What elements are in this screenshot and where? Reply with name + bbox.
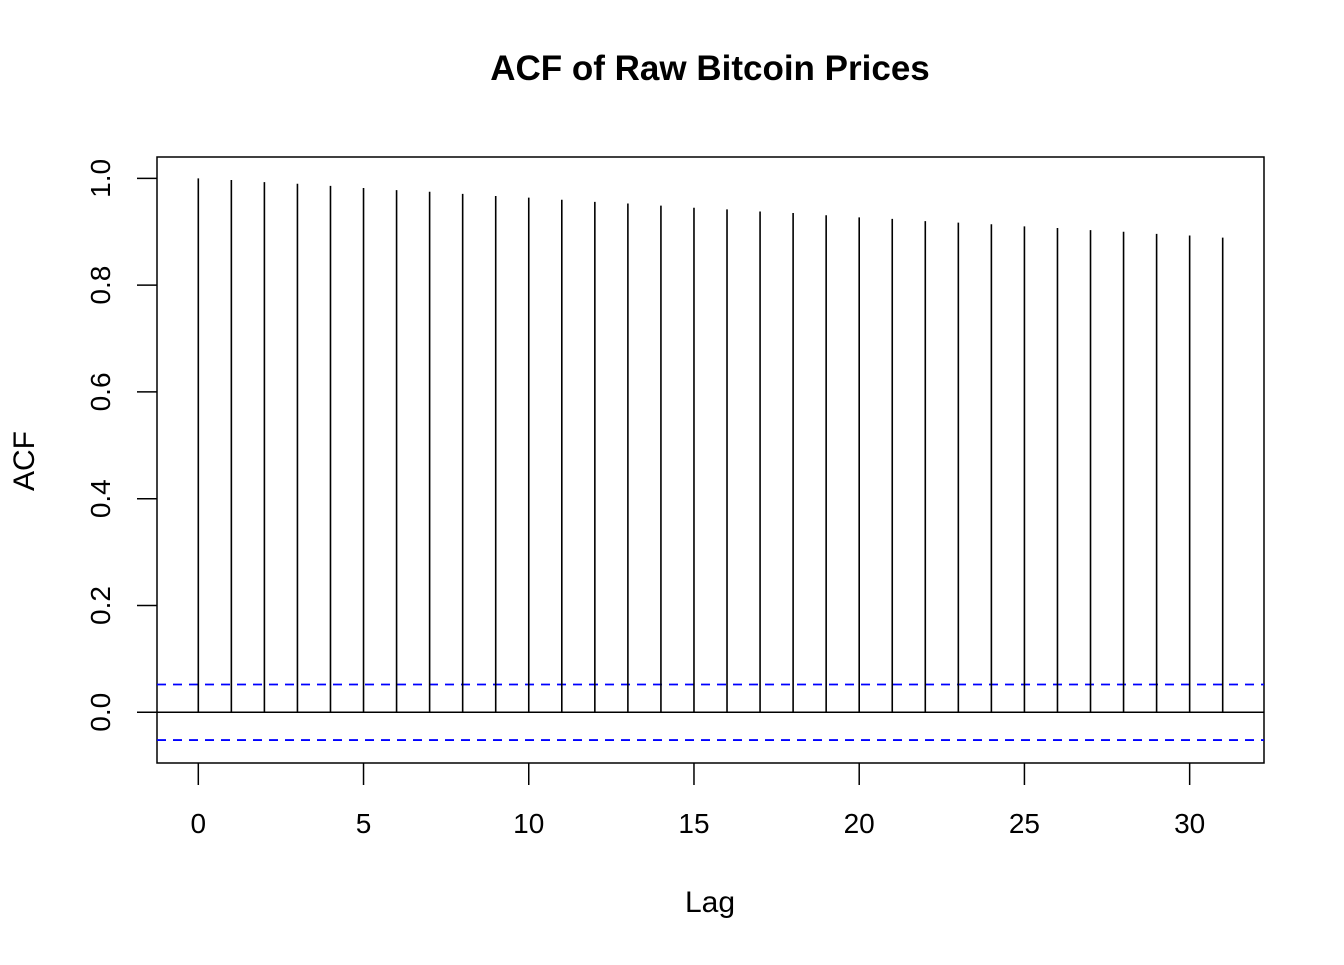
- plot-frame: [156, 156, 1265, 764]
- y-axis-label: ACF: [8, 431, 41, 491]
- x-tick-label-0: 0: [191, 808, 207, 839]
- y-tick-label-0.4: 0.4: [85, 479, 116, 518]
- acf-marks: 0 5 10 15 20 25 30 0.0 0.2 0.4 0.6 0.8 1.0: [85, 159, 1264, 839]
- y-tick-label-0.0: 0.0: [85, 693, 116, 732]
- x-tick-label-10: 10: [513, 808, 544, 839]
- x-tick-label-5: 5: [356, 808, 372, 839]
- y-tick-label-1.0: 1.0: [85, 159, 116, 198]
- x-tick-label-30: 30: [1174, 808, 1205, 839]
- y-tick-label-0.2: 0.2: [85, 586, 116, 625]
- chart-title: ACF of Raw Bitcoin Prices: [490, 49, 930, 88]
- y-tick-label-0.8: 0.8: [85, 266, 116, 305]
- x-tick-label-20: 20: [844, 808, 875, 839]
- x-axis-label: Lag: [685, 886, 735, 919]
- x-tick-label-15: 15: [678, 808, 709, 839]
- x-tick-label-25: 25: [1009, 808, 1040, 839]
- y-tick-label-0.6: 0.6: [85, 372, 116, 411]
